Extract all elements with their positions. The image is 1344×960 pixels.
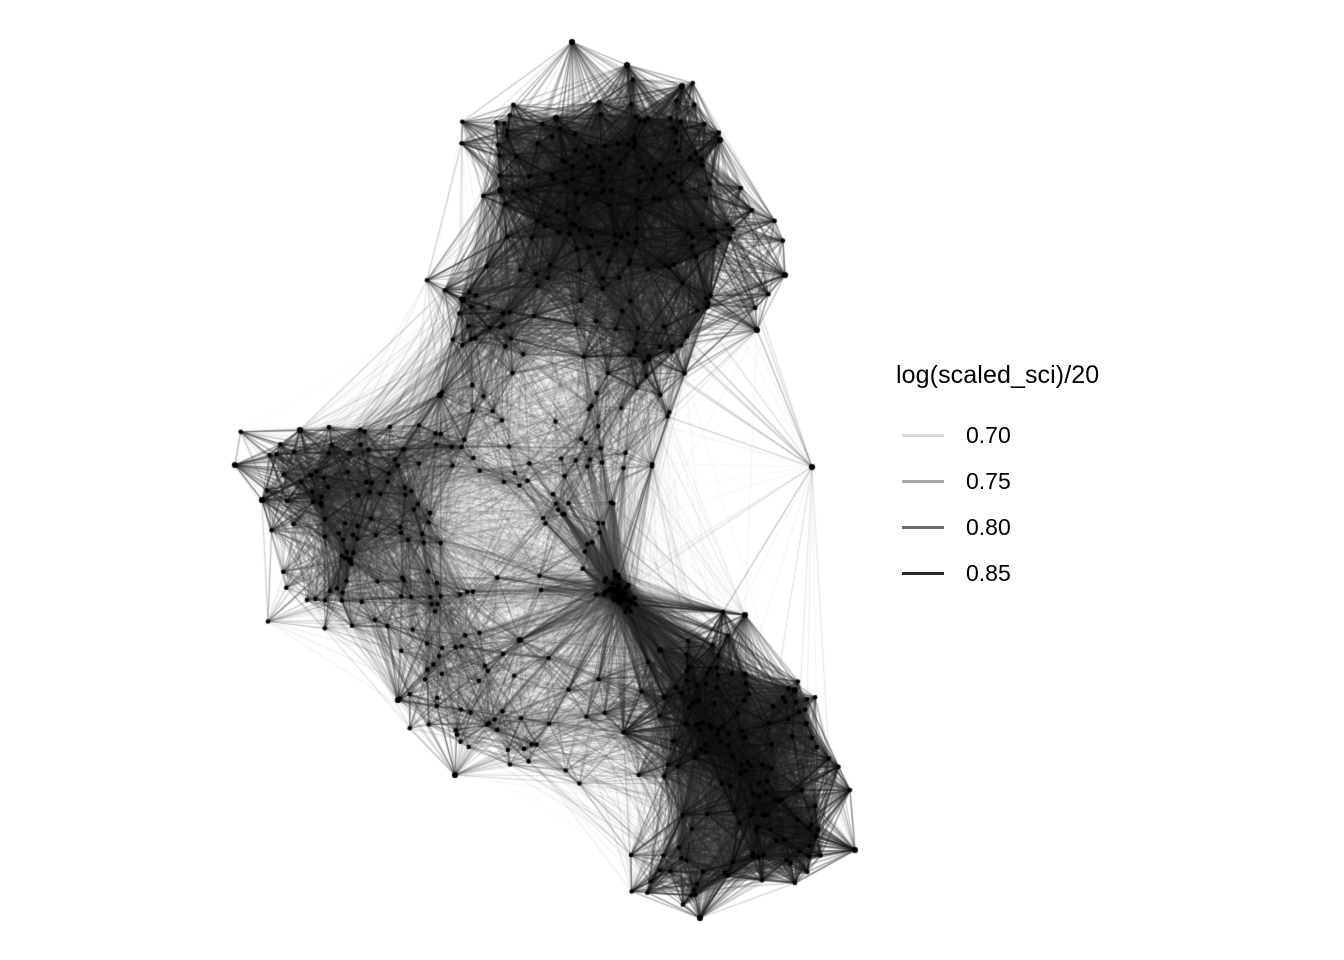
legend-key-line-icon bbox=[896, 525, 950, 529]
legend-label: 0.85 bbox=[966, 559, 1011, 586]
legend-key-line-icon bbox=[896, 479, 950, 483]
network-graph-panel bbox=[0, 0, 880, 960]
legend-key-line-icon bbox=[896, 433, 950, 437]
legend-label: 0.80 bbox=[966, 513, 1011, 540]
legend-swatch-2 bbox=[902, 525, 944, 529]
legend-item[interactable]: 0.75 bbox=[896, 458, 1196, 504]
legend-label: 0.70 bbox=[966, 421, 1011, 448]
legend: log(scaled_sci)/20 0.70 0.75 0.80 0.85 bbox=[896, 360, 1196, 596]
legend-swatch-0 bbox=[902, 433, 944, 437]
legend-item[interactable]: 0.85 bbox=[896, 550, 1196, 596]
legend-item[interactable]: 0.80 bbox=[896, 504, 1196, 550]
legend-swatch-1 bbox=[902, 479, 944, 483]
network-graph-canvas bbox=[0, 0, 880, 960]
legend-swatch-3 bbox=[902, 571, 944, 575]
legend-title: log(scaled_sci)/20 bbox=[896, 361, 1100, 389]
legend-label: 0.75 bbox=[966, 467, 1011, 494]
legend-key-line-icon bbox=[896, 571, 950, 575]
legend-item[interactable]: 0.70 bbox=[896, 412, 1196, 458]
